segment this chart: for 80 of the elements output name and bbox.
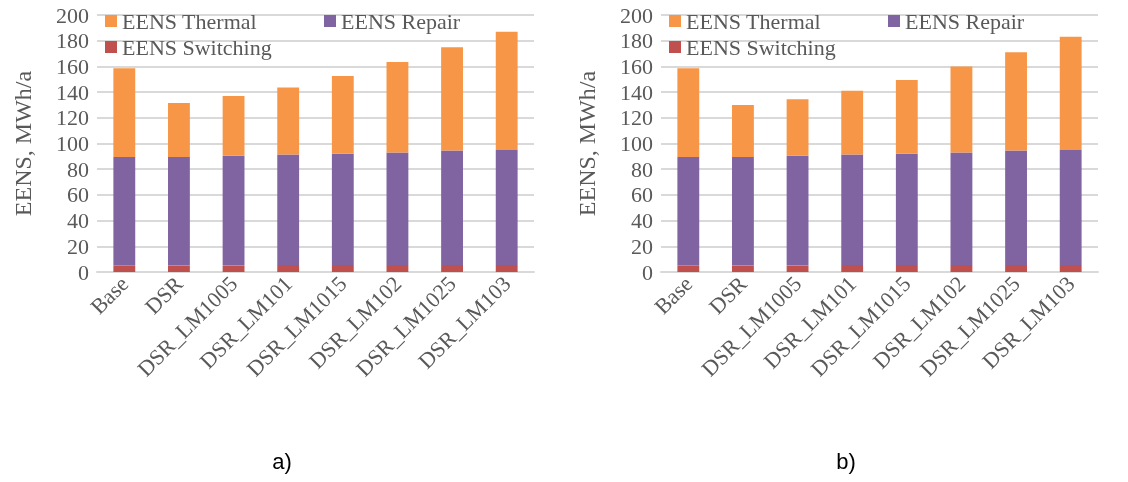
y-tick-label: 160 [56,53,89,79]
legend-label: EENS Switching [122,34,272,60]
bar [277,154,300,265]
y-tick-label: 200 [620,2,653,28]
bar [331,76,354,154]
bar [113,265,136,272]
bar [386,61,409,153]
y-tick-label: 60 [631,182,653,208]
y-tick-label: 180 [56,28,89,54]
y-tick-label: 20 [67,233,89,259]
y-tick-label: 0 [78,259,89,285]
bar [1059,264,1082,272]
bar [841,154,864,265]
bar [495,31,518,150]
bar [331,264,354,272]
bar [732,265,754,272]
bar [1059,149,1082,265]
bar [677,156,700,266]
bar [732,104,754,157]
bar [1005,150,1027,265]
bar [386,264,409,272]
bar [841,90,864,155]
bar [113,156,136,266]
bar [1005,52,1027,151]
legend-label: EENS Repair [905,8,1025,34]
y-tick-label: 200 [56,2,89,28]
bar [950,66,973,153]
bar [277,264,300,272]
bar [495,264,518,272]
y-tick-label: 80 [631,156,653,182]
y-axis-title: EENS, MWh/a [10,70,36,217]
legend-label: EENS Switching [686,34,836,60]
bar [677,265,700,272]
bar [441,47,463,151]
y-tick-label: 80 [67,156,89,182]
y-tick-label: 120 [620,105,653,131]
bar [786,99,809,156]
bar [786,265,809,272]
y-tick-label: 100 [56,131,89,156]
y-tick-label: 20 [631,233,653,259]
bar [441,150,463,265]
bar [1005,264,1027,272]
bar [1059,36,1082,150]
bar [895,79,918,154]
legend-label: EENS Thermal [122,8,257,34]
bar [950,152,973,265]
bar [786,155,809,266]
y-tick-label: 100 [620,131,653,156]
bar [113,68,136,157]
bar [895,264,918,272]
bar [732,156,754,266]
bar [441,264,463,272]
bar [677,68,700,157]
y-tick-label: 0 [642,259,653,285]
y-tick-label: 140 [56,79,89,105]
bar [277,87,300,155]
bar [222,95,245,156]
bar [386,152,409,265]
bar [168,265,190,272]
text: a) [272,448,292,474]
y-tick-label: 140 [620,79,653,105]
bar [495,149,518,265]
y-tick-label: 60 [67,182,89,208]
bar [222,265,245,272]
y-tick-label: 160 [620,53,653,79]
bar [331,153,354,265]
legend-label: EENS Repair [341,8,461,34]
y-axis-title: EENS, MWh/a [574,70,600,217]
text: b) [836,448,856,474]
bar [895,153,918,265]
bar [841,264,864,272]
y-tick-label: 40 [67,208,89,234]
y-tick-label: 120 [56,105,89,131]
bar [168,103,190,157]
y-tick-label: 40 [631,208,653,234]
bar [950,264,973,272]
legend-label: EENS Thermal [686,8,821,34]
bar [222,155,245,266]
bar [168,156,190,266]
y-tick-label: 180 [620,28,653,54]
